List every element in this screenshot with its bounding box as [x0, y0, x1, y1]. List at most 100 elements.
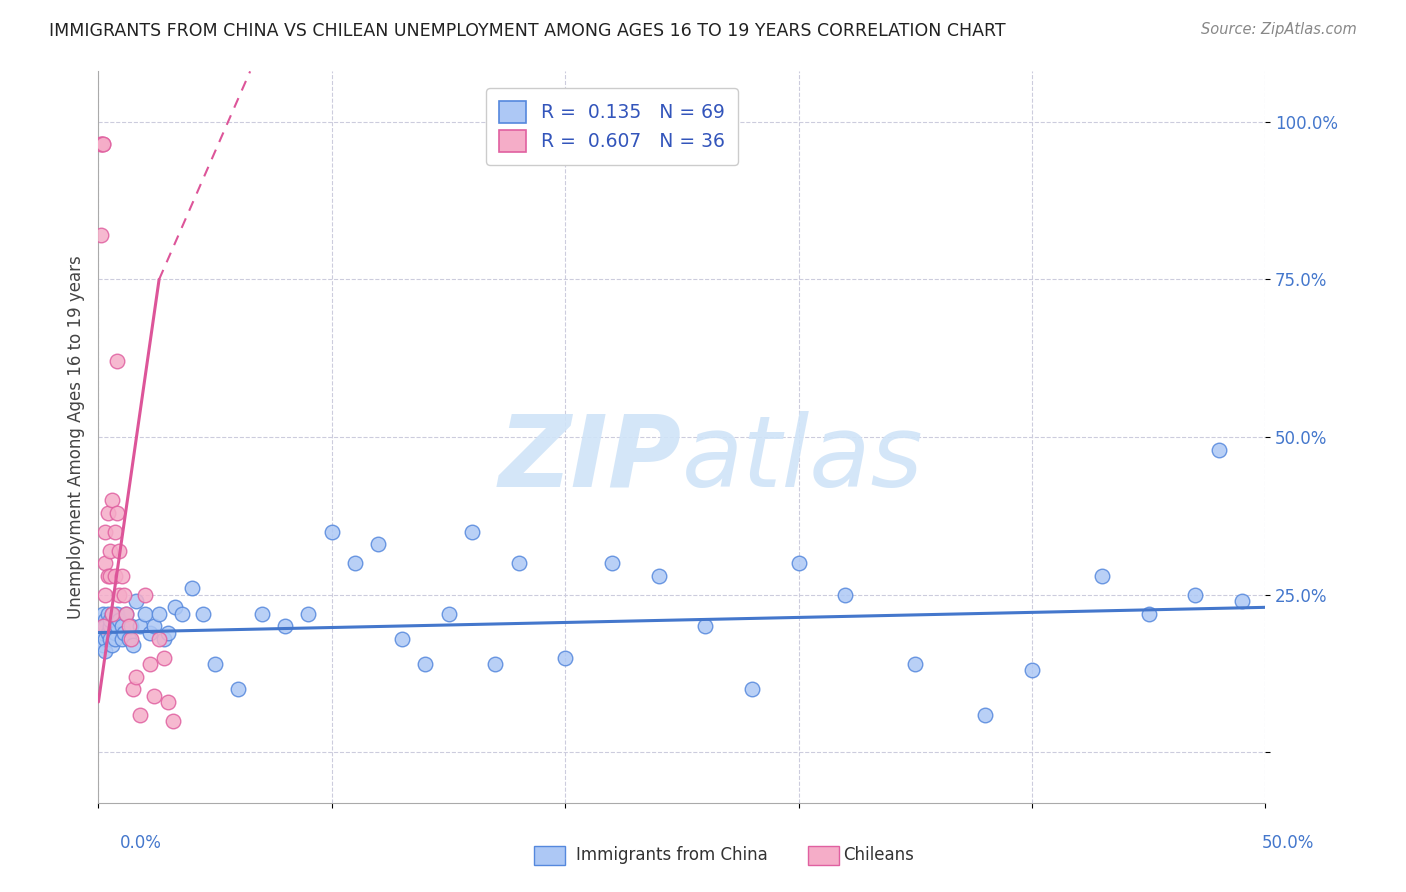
- Point: [134, 588, 156, 602]
- Point: [94, 619, 117, 633]
- Point: [115, 607, 138, 621]
- Point: [118, 619, 141, 633]
- Point: [90, 136, 112, 151]
- Point: [111, 569, 134, 583]
- Point: [437, 607, 460, 621]
- Y-axis label: Unemployment Among Ages 16 to 19 years: Unemployment Among Ages 16 to 19 years: [66, 255, 84, 619]
- Point: [125, 670, 148, 684]
- Text: Source: ZipAtlas.com: Source: ZipAtlas.com: [1201, 22, 1357, 37]
- Point: [112, 625, 135, 640]
- Point: [104, 524, 127, 539]
- Point: [297, 607, 319, 621]
- Point: [115, 607, 138, 621]
- Point: [974, 707, 997, 722]
- Point: [90, 228, 112, 243]
- Point: [91, 638, 114, 652]
- Text: ZIP: ZIP: [499, 410, 682, 508]
- Point: [98, 613, 121, 627]
- Point: [111, 619, 134, 633]
- Point: [904, 657, 927, 671]
- Point: [554, 650, 576, 665]
- Point: [204, 657, 226, 671]
- Point: [139, 625, 162, 640]
- Point: [104, 569, 127, 583]
- Point: [104, 625, 127, 640]
- Point: [162, 714, 184, 728]
- Point: [165, 600, 187, 615]
- Point: [695, 619, 717, 633]
- Point: [108, 588, 131, 602]
- Point: [122, 638, 145, 652]
- Point: [90, 632, 112, 646]
- Point: [105, 619, 128, 633]
- Point: [741, 682, 763, 697]
- Point: [647, 569, 669, 583]
- Point: [228, 682, 250, 697]
- Point: [120, 619, 142, 633]
- Point: [91, 607, 114, 621]
- Point: [91, 136, 114, 151]
- Point: [97, 625, 120, 640]
- Point: [97, 569, 120, 583]
- Point: [101, 493, 124, 508]
- Point: [321, 524, 343, 539]
- Point: [193, 607, 215, 621]
- Point: [122, 682, 145, 697]
- Point: [97, 506, 120, 520]
- Point: [152, 650, 174, 665]
- Point: [143, 689, 166, 703]
- Point: [101, 638, 124, 652]
- Point: [461, 524, 484, 539]
- Point: [91, 619, 114, 633]
- Point: [157, 695, 180, 709]
- Point: [129, 619, 152, 633]
- Point: [98, 543, 121, 558]
- Point: [118, 632, 141, 646]
- Text: Chileans: Chileans: [844, 847, 914, 864]
- Point: [90, 619, 112, 633]
- Point: [1208, 442, 1230, 457]
- Point: [274, 619, 297, 633]
- Point: [108, 613, 131, 627]
- Point: [101, 607, 124, 621]
- Point: [105, 354, 128, 368]
- Point: [125, 594, 148, 608]
- Legend: R =  0.135   N = 69, R =  0.607   N = 36: R = 0.135 N = 69, R = 0.607 N = 36: [486, 88, 738, 165]
- Point: [367, 537, 389, 551]
- Point: [98, 569, 121, 583]
- Point: [94, 556, 117, 570]
- Point: [120, 632, 142, 646]
- Point: [108, 543, 131, 558]
- Point: [148, 607, 170, 621]
- Text: 50.0%: 50.0%: [1263, 834, 1315, 852]
- Point: [600, 556, 623, 570]
- Text: atlas: atlas: [682, 410, 924, 508]
- Point: [94, 524, 117, 539]
- Point: [484, 657, 506, 671]
- Point: [98, 619, 121, 633]
- Point: [148, 632, 170, 646]
- Point: [344, 556, 367, 570]
- Point: [139, 657, 162, 671]
- Point: [105, 607, 128, 621]
- Point: [834, 588, 856, 602]
- Point: [1137, 607, 1160, 621]
- Text: IMMIGRANTS FROM CHINA VS CHILEAN UNEMPLOYMENT AMONG AGES 16 TO 19 YEARS CORRELAT: IMMIGRANTS FROM CHINA VS CHILEAN UNEMPLO…: [49, 22, 1005, 40]
- Point: [180, 582, 202, 596]
- Point: [91, 136, 114, 151]
- Point: [143, 619, 166, 633]
- Point: [94, 588, 117, 602]
- Point: [1091, 569, 1114, 583]
- Point: [111, 632, 134, 646]
- Point: [98, 632, 121, 646]
- Point: [152, 632, 174, 646]
- Point: [94, 613, 117, 627]
- Point: [94, 632, 117, 646]
- Point: [90, 136, 112, 151]
- Point: [157, 625, 180, 640]
- Point: [172, 607, 194, 621]
- Point: [129, 707, 152, 722]
- Point: [101, 607, 124, 621]
- Point: [1230, 594, 1253, 608]
- Point: [105, 506, 128, 520]
